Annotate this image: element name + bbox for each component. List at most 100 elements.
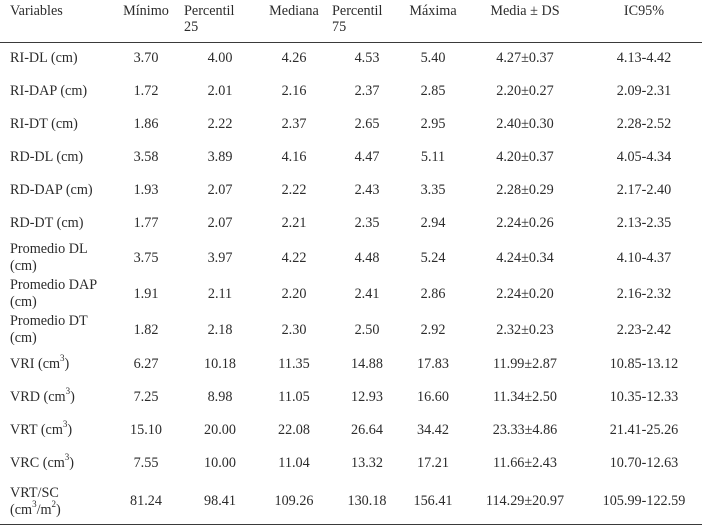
cell-mediana: 2.21	[281, 215, 307, 231]
row-label-close: )	[69, 455, 75, 471]
table-row: VRC (cm3) 7.55 10.00 11.04 13.32 17.21 1…	[0, 447, 702, 480]
superscript: 3	[32, 499, 37, 510]
row-label: RD-DL (cm)	[10, 149, 84, 165]
cell-maxima: 34.42	[417, 422, 449, 438]
cell-minimo: 7.25	[133, 389, 159, 405]
cell-maxima: 156.41	[402, 480, 464, 525]
cell-minimo: 1.86	[133, 116, 159, 132]
cell-media-ds: 114.29±20.97	[464, 480, 586, 525]
cell-p75: 2.50	[354, 321, 380, 338]
cell-p75: 14.88	[351, 356, 383, 372]
cell-media-ds: 2.20±0.27	[496, 83, 554, 99]
cell-maxima: 2.86	[420, 285, 446, 302]
cell-mediana: 109.26	[256, 480, 332, 525]
table-row: VRD (cm3) 7.25 8.98 11.05 12.93 16.60 11…	[0, 381, 702, 414]
header-variables: Variables	[0, 0, 108, 43]
cell-mediana: 22.08	[278, 422, 310, 438]
cell-minimo: 1.82	[133, 321, 159, 338]
superscript: 3	[60, 353, 65, 364]
cell-minimo: 6.27	[133, 356, 159, 372]
header-minimo: Mínimo	[108, 0, 184, 43]
header-percentil-25: Percentil 25	[184, 0, 256, 43]
cell-maxima: 2.85	[420, 83, 446, 99]
cell-media-ds: 2.40±0.30	[496, 116, 554, 132]
cell-ic95: 10.85-13.12	[609, 356, 679, 372]
cell-ic95: 2.09-2.31	[616, 83, 672, 99]
cell-p25: 2.07	[207, 182, 233, 198]
row-label-line2: (cm)	[10, 330, 37, 346]
cell-maxima: 2.95	[420, 116, 446, 132]
header-mediana: Mediana	[256, 0, 332, 43]
cell-media-ds: 11.99±2.87	[492, 356, 557, 372]
cell-minimo: 3.58	[133, 149, 159, 165]
cell-maxima: 3.35	[420, 182, 446, 198]
table-row: Promedio DAP (cm) 1.91 2.11 2.20 2.41 2.8…	[0, 276, 702, 312]
cell-ic95: 2.17-2.40	[616, 182, 672, 198]
cell-p75: 26.64	[351, 422, 383, 438]
cell-p75: 2.65	[354, 116, 380, 132]
header-ic95: IC95%	[586, 0, 702, 43]
cell-p25: 8.98	[207, 389, 233, 405]
row-label: VRI (cm3)	[0, 348, 108, 381]
cell-ic95: 2.13-2.35	[616, 215, 672, 231]
cell-mediana: 2.37	[281, 116, 307, 132]
cell-p25: 3.89	[207, 149, 233, 165]
cell-ic95: 4.10-4.37	[616, 249, 672, 266]
cell-mediana: 11.05	[278, 389, 310, 405]
cell-p25: 2.01	[207, 83, 233, 99]
cell-p75: 130.18	[332, 480, 402, 525]
row-label: RI-DL (cm)	[10, 50, 78, 67]
cell-minimo: 1.77	[133, 215, 159, 231]
table-row: RD-DT (cm) 1.77 2.07 2.21 2.35 2.94 2.24…	[0, 207, 702, 240]
row-label: VRC (cm3)	[0, 447, 108, 480]
header-percentil-75-line2: 75	[332, 19, 347, 35]
table-row: RI-DT (cm) 1.86 2.22 2.37 2.65 2.95 2.40…	[0, 108, 702, 141]
table-row: VRT/SC (cm3/m2) 81.24 98.41 109.26 130.18…	[0, 480, 702, 525]
table-row: RD-DAP (cm) 1.93 2.07 2.22 2.43 3.35 2.2…	[0, 174, 702, 207]
cell-maxima: 5.24	[420, 249, 446, 266]
table-row: Promedio DL (cm) 3.75 3.97 4.22 4.48 5.24…	[0, 240, 702, 276]
superscript: 3	[64, 452, 70, 463]
row-label: RD-DAP (cm)	[10, 182, 93, 198]
row-label: Promedio DT (cm)	[0, 312, 108, 348]
table-row: Promedio DT (cm) 1.82 2.18 2.30 2.50 2.92…	[0, 312, 702, 348]
cell-ic95: 2.16-2.32	[616, 285, 672, 302]
cell-p75: 2.37	[354, 83, 380, 99]
cell-mediana: 11.35	[278, 356, 310, 372]
cell-p25: 10.00	[204, 455, 236, 471]
cell-maxima: 2.92	[420, 321, 446, 338]
cell-p75: 2.41	[354, 285, 380, 302]
row-label-line2: (cm)	[10, 294, 37, 310]
header-row: Variables Mínimo Percentil 25 Mediana Per…	[0, 0, 702, 43]
row-label: VRT/SC (cm3/m2)	[0, 480, 108, 525]
cell-mediana: 2.22	[281, 182, 307, 198]
cell-maxima: 17.83	[417, 356, 449, 372]
cell-media-ds: 2.32±0.23	[496, 321, 554, 338]
cell-maxima: 17.21	[417, 455, 449, 471]
row-label-line2: (cm	[10, 501, 33, 518]
cell-mediana: 2.30	[281, 321, 307, 338]
cell-maxima: 5.40	[420, 50, 446, 67]
superscript: 2	[51, 499, 57, 510]
cell-media-ds: 4.24±0.34	[496, 249, 554, 266]
cell-media-ds: 2.28±0.29	[496, 182, 554, 198]
header-maxima: Máxima	[402, 0, 464, 43]
cell-p75: 12.93	[351, 389, 383, 405]
cell-minimo: 1.93	[133, 182, 159, 198]
table-row: RI-DAP (cm) 1.72 2.01 2.16 2.37 2.85 2.2…	[0, 75, 702, 108]
row-label-close: /m	[36, 501, 52, 518]
row-label-line1: VRT/SC	[10, 484, 59, 501]
cell-media-ds: 11.66±2.43	[492, 455, 557, 471]
cell-minimo: 3.70	[133, 50, 159, 67]
row-label-line1: Promedio DAP	[10, 277, 98, 293]
header-percentil-75-line1: Percentil	[332, 3, 383, 19]
row-label-text: VRI (cm	[10, 356, 61, 372]
row-label-close: )	[70, 389, 75, 405]
cell-minimo: 15.10	[130, 422, 162, 438]
table-row: RD-DL (cm) 3.58 3.89 4.16 4.47 5.11 4.20…	[0, 141, 702, 174]
row-label: VRD (cm3)	[0, 381, 108, 414]
row-label: Promedio DAP (cm)	[0, 276, 108, 312]
cell-p75: 2.35	[354, 215, 380, 231]
cell-maxima: 2.94	[420, 215, 446, 231]
row-label-line1: Promedio DL	[10, 241, 88, 257]
